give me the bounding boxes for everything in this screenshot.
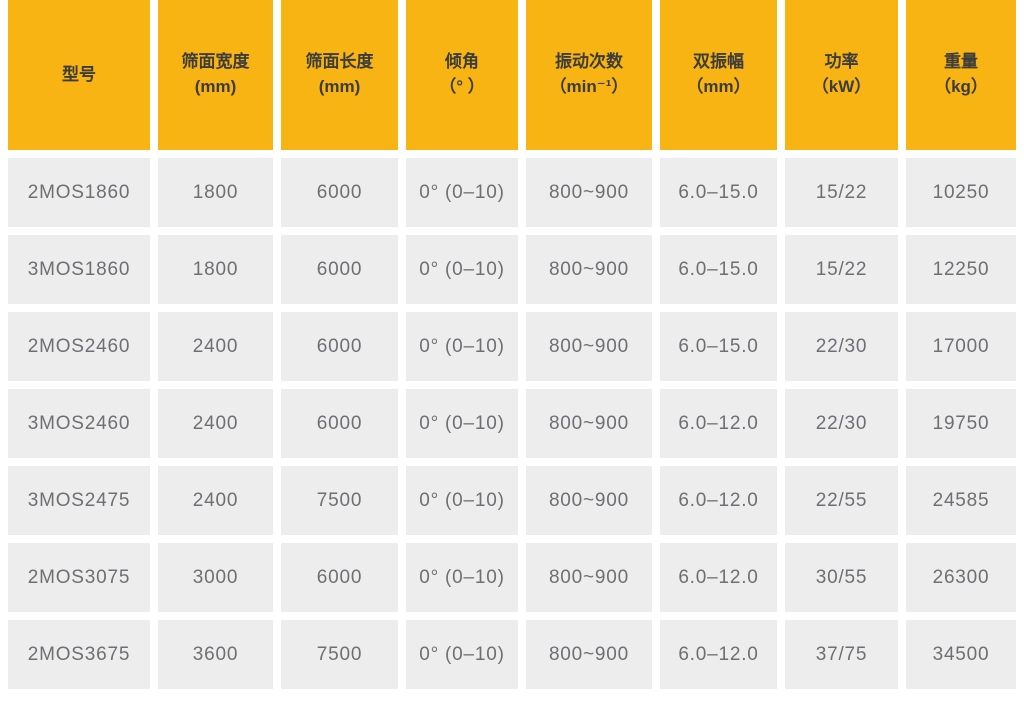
table-cell: 6.0–12.0	[660, 389, 777, 458]
table-cell: 37/75	[785, 620, 898, 689]
table-cell: 0° (0–10)	[406, 235, 518, 304]
table-cell: 3MOS2475	[8, 466, 150, 535]
column-header: 重量 （kg）	[906, 0, 1016, 150]
table-cell: 3MOS1860	[8, 235, 150, 304]
column-title: 振动次数	[555, 52, 623, 72]
table-cell: 24585	[906, 466, 1016, 535]
table-body: 2MOS1860 1800 6000 0° (0–10) 800~900 6.0–15.0…	[8, 158, 1016, 689]
table-row: 3MOS2475 2400 7500 0° (0–10) 800~900 6.0–12.0…	[8, 466, 1016, 535]
table-cell: 1800	[158, 235, 273, 304]
table-row: 2MOS3675 3600 7500 0° (0–10) 800~900 6.0–12.0…	[8, 620, 1016, 689]
column-header: 振动次数 （min⁻¹）	[526, 0, 652, 150]
column-title: 重量	[944, 52, 978, 72]
table-cell: 6000	[281, 543, 398, 612]
column-header: 筛面宽度 (mm)	[158, 0, 273, 150]
table-cell: 0° (0–10)	[406, 158, 518, 227]
table-cell: 800~900	[526, 158, 652, 227]
column-header: 双振幅 （mm）	[660, 0, 777, 150]
column-title: 功率	[824, 52, 859, 72]
table-cell: 30/55	[785, 543, 898, 612]
table-cell: 800~900	[526, 466, 652, 535]
table-cell: 6.0–15.0	[660, 312, 777, 381]
table-cell: 0° (0–10)	[406, 389, 518, 458]
column-title: 型号	[62, 64, 96, 84]
table-cell: 22/30	[785, 312, 898, 381]
table-row: 2MOS3075 3000 6000 0° (0–10) 800~900 6.0–12.0…	[8, 543, 1016, 612]
table-cell: 800~900	[526, 235, 652, 304]
column-unit: (mm)	[318, 77, 361, 96]
table-cell: 2400	[158, 389, 273, 458]
table-cell: 0° (0–10)	[406, 466, 518, 535]
table-cell: 22/55	[785, 466, 898, 535]
table-cell: 22/30	[785, 389, 898, 458]
table-cell: 15/22	[785, 158, 898, 227]
column-unit: (mm)	[194, 77, 237, 96]
table-cell: 10250	[906, 158, 1016, 227]
table-row: 2MOS1860 1800 6000 0° (0–10) 800~900 6.0–15.0…	[8, 158, 1016, 227]
table-cell: 7500	[281, 620, 398, 689]
column-header: 筛面长度 (mm)	[281, 0, 398, 150]
table-cell: 2MOS2460	[8, 312, 150, 381]
table-cell: 15/22	[785, 235, 898, 304]
column-header: 倾角 （° ）	[406, 0, 518, 150]
column-header: 功率 （kW）	[785, 0, 898, 150]
table-row: 3MOS2460 2400 6000 0° (0–10) 800~900 6.0–12.0…	[8, 389, 1016, 458]
column-unit: （kg）	[934, 77, 988, 96]
column-title: 双振幅	[693, 52, 744, 72]
table-cell: 800~900	[526, 620, 652, 689]
table-cell: 800~900	[526, 543, 652, 612]
column-unit: （kW）	[811, 77, 872, 96]
table-row: 3MOS1860 1800 6000 0° (0–10) 800~900 6.0–15.0…	[8, 235, 1016, 304]
table-cell: 6.0–15.0	[660, 235, 777, 304]
table-row: 2MOS2460 2400 6000 0° (0–10) 800~900 6.0–15.0…	[8, 312, 1016, 381]
table-cell: 6000	[281, 158, 398, 227]
table-cell: 19750	[906, 389, 1016, 458]
table-cell: 6000	[281, 235, 398, 304]
table-cell: 6.0–15.0	[660, 158, 777, 227]
column-header: 型号	[8, 0, 150, 150]
column-unit: （min⁻¹）	[549, 77, 629, 96]
table-cell: 6.0–12.0	[660, 543, 777, 612]
column-title: 倾角	[445, 52, 479, 72]
table-cell: 0° (0–10)	[406, 312, 518, 381]
table-cell: 2400	[158, 466, 273, 535]
table-cell: 800~900	[526, 312, 652, 381]
table-cell: 0° (0–10)	[406, 620, 518, 689]
table-cell: 0° (0–10)	[406, 543, 518, 612]
column-unit: （mm）	[686, 77, 751, 96]
column-unit: （° ）	[439, 77, 485, 96]
table-cell: 2400	[158, 312, 273, 381]
table-cell: 3MOS2460	[8, 389, 150, 458]
table-cell: 3000	[158, 543, 273, 612]
table-cell: 17000	[906, 312, 1016, 381]
table-cell: 6000	[281, 389, 398, 458]
table-cell: 6000	[281, 312, 398, 381]
table-cell: 2MOS3675	[8, 620, 150, 689]
table-cell: 7500	[281, 466, 398, 535]
header-row: 型号 筛面宽度 (mm) 筛面长度 (mm) 倾角 （° ） 振动次数 （min⁻¹） 双振幅 （m…	[8, 0, 1016, 150]
table-cell: 800~900	[526, 389, 652, 458]
table-cell: 6.0–12.0	[660, 620, 777, 689]
table-cell: 3600	[158, 620, 273, 689]
table-cell: 2MOS1860	[8, 158, 150, 227]
table-cell: 34500	[906, 620, 1016, 689]
table-cell: 26300	[906, 543, 1016, 612]
column-title: 筛面长度	[305, 52, 374, 72]
table-cell: 2MOS3075	[8, 543, 150, 612]
column-title: 筛面宽度	[181, 52, 250, 72]
table-cell: 6.0–12.0	[660, 466, 777, 535]
table-cell: 12250	[906, 235, 1016, 304]
table-cell: 1800	[158, 158, 273, 227]
